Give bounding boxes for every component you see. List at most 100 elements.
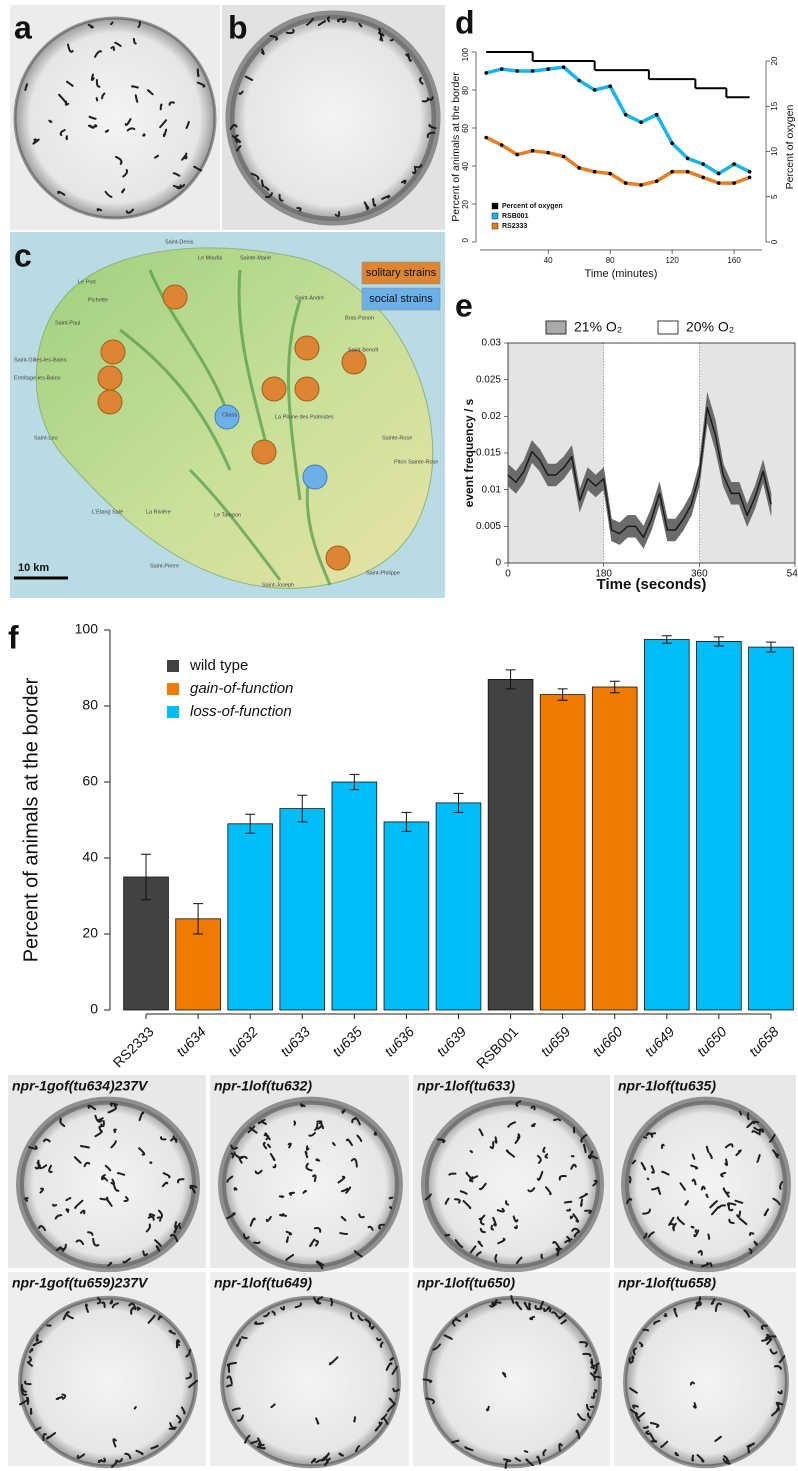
worm xyxy=(316,1159,319,1160)
point xyxy=(701,162,705,166)
bar xyxy=(332,782,377,1010)
place-name: Le Tampon xyxy=(214,512,241,518)
worm xyxy=(525,1451,528,1452)
worm xyxy=(99,1126,101,1130)
point xyxy=(624,181,628,185)
worm xyxy=(137,1307,140,1309)
dish xyxy=(230,15,436,221)
place-name: Sainte-Marie xyxy=(240,255,271,261)
place-name: Saint-Pierre xyxy=(150,563,179,569)
worm xyxy=(379,29,380,34)
worm xyxy=(106,130,108,131)
worm xyxy=(37,1335,38,1341)
worm xyxy=(595,1377,601,1378)
worm xyxy=(699,1297,700,1303)
point xyxy=(577,166,581,170)
point xyxy=(717,172,721,176)
worm xyxy=(449,1174,455,1175)
worm xyxy=(98,209,102,210)
y2-tick-label: 0 xyxy=(770,239,779,244)
bar xyxy=(228,824,273,1010)
strain-marker xyxy=(163,285,187,309)
worm xyxy=(706,1195,707,1198)
x-tick-label: 80 xyxy=(606,256,615,265)
point xyxy=(500,143,504,147)
figure: 10 km abcdefSaint-DenisLe MoufiaSainte-M… xyxy=(0,0,798,1471)
place-name: Saint-Philippe xyxy=(366,570,400,576)
panel-letter: d xyxy=(455,4,475,40)
y-tick-label: 100 xyxy=(75,621,99,637)
worm xyxy=(581,1200,582,1206)
point xyxy=(484,136,488,140)
place-name: Saint-Gilles-les-Bains xyxy=(14,357,67,363)
y-tick-label: 60 xyxy=(461,123,470,132)
worm xyxy=(776,1154,778,1157)
x-axis-label: Time (minutes) xyxy=(585,268,658,280)
point xyxy=(593,88,597,92)
worm xyxy=(495,1137,496,1142)
legend-label: gain-of-function xyxy=(190,680,293,697)
worm xyxy=(692,1456,693,1461)
legend-label: 21% O₂ xyxy=(574,319,622,335)
y2-tick-label: 20 xyxy=(770,56,779,65)
dish xyxy=(222,1298,399,1467)
worm xyxy=(301,1104,303,1106)
worm xyxy=(390,1207,391,1208)
worm xyxy=(375,1132,376,1134)
y-tick-label: 40 xyxy=(82,849,98,865)
worm xyxy=(542,1255,543,1258)
place-name: Le Moufia xyxy=(198,255,223,261)
place-name: Saint-Benoît xyxy=(348,347,379,353)
place-name: Piton Sainte-Rose xyxy=(394,459,438,465)
point xyxy=(593,170,597,174)
point xyxy=(655,179,659,183)
panel-letter: b xyxy=(228,9,248,45)
dish xyxy=(20,1298,196,1467)
point xyxy=(686,170,690,174)
legend-label: RSB001 xyxy=(502,213,529,220)
worm xyxy=(135,1407,136,1408)
worm xyxy=(185,154,186,159)
strain-marker xyxy=(342,350,366,374)
point xyxy=(562,155,566,159)
y-tick-label: 100 xyxy=(461,47,470,61)
x-tick-label: 120 xyxy=(665,256,679,265)
map-legend-label: social strains xyxy=(369,293,433,305)
place-name: Ermitage-les-Bains xyxy=(14,375,61,381)
x-tick-label: 40 xyxy=(544,256,553,265)
worm xyxy=(262,49,264,54)
point xyxy=(732,162,736,166)
worm xyxy=(97,98,98,100)
worm xyxy=(402,181,406,184)
worm xyxy=(354,1417,355,1421)
strain-marker xyxy=(295,377,319,401)
photo-caption: npr-1gof(tu659)237V xyxy=(12,1275,149,1291)
worm xyxy=(235,1188,237,1190)
worm xyxy=(280,1196,284,1197)
legend-label: Percent of oxygen xyxy=(502,203,563,210)
worm xyxy=(242,1337,247,1338)
point xyxy=(531,149,535,153)
y-axis-label: Percent of animals at the border xyxy=(450,72,462,222)
bar xyxy=(280,809,325,1010)
place-name: Bras-Panon xyxy=(345,315,374,321)
worm xyxy=(34,139,36,142)
dish xyxy=(625,1298,787,1467)
worm xyxy=(66,1209,68,1212)
period-shading xyxy=(508,343,604,563)
worm xyxy=(567,1209,570,1210)
x-tick-label: 0 xyxy=(505,569,511,580)
y2-axis-label: Percent of oxygen xyxy=(784,105,796,190)
worm xyxy=(543,1148,544,1152)
strain-marker xyxy=(303,465,327,489)
legend-swatch xyxy=(492,223,498,229)
worm xyxy=(648,1133,655,1134)
point xyxy=(546,67,550,71)
place-name: Le Port xyxy=(78,279,96,285)
bar xyxy=(696,641,741,1010)
worm xyxy=(748,1113,749,1119)
worm xyxy=(294,1121,295,1124)
worm xyxy=(691,1261,693,1263)
legend-label: loss-of-function xyxy=(190,703,292,720)
worm xyxy=(227,1385,232,1386)
